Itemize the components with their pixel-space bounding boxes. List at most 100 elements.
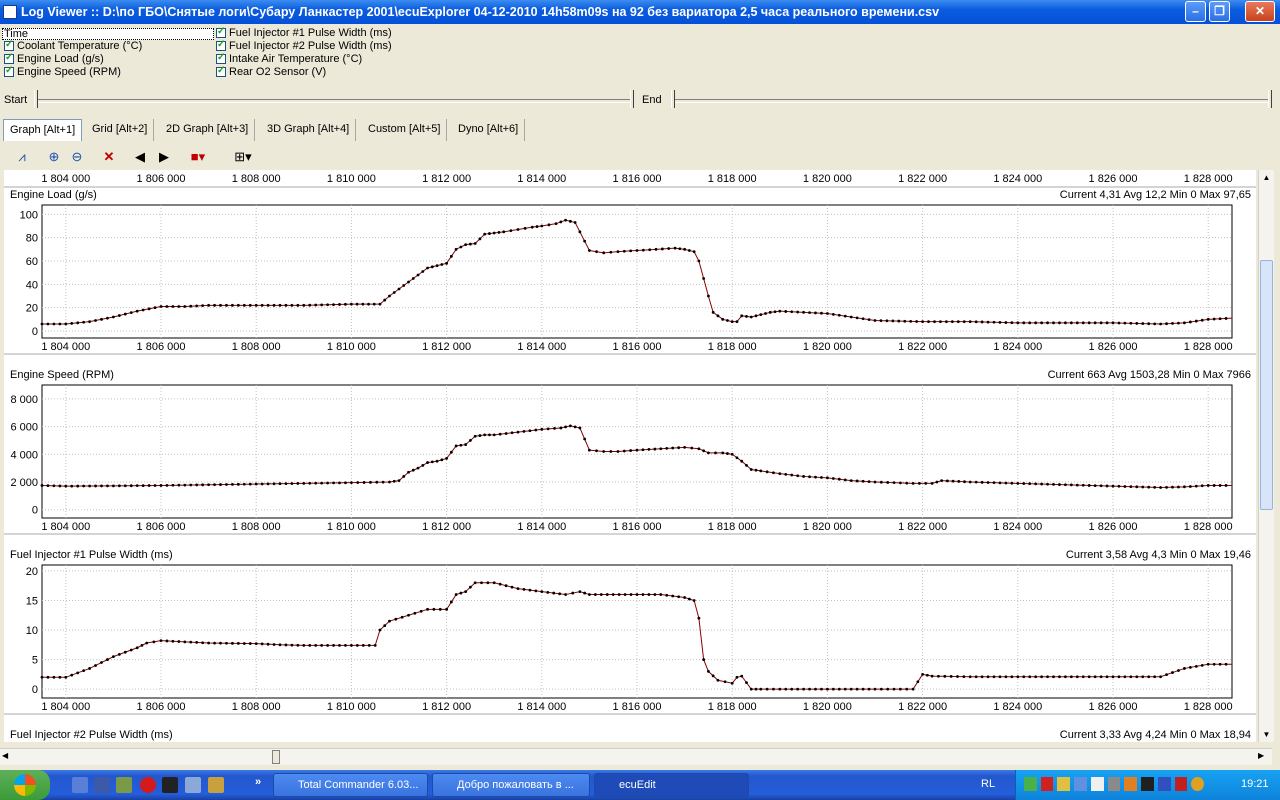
data-point <box>963 480 966 484</box>
scroll-up-icon[interactable]: ▲ <box>1262 173 1271 182</box>
data-point <box>898 687 902 691</box>
quick-launch-icon[interactable] <box>116 777 132 793</box>
graph-icon[interactable]: ⩘ <box>18 149 26 164</box>
data-point <box>350 481 353 485</box>
tab-custom[interactable]: Custom [Alt+5] <box>362 119 448 141</box>
end-slider-end-thumb[interactable] <box>1268 90 1272 108</box>
data-point <box>1194 484 1198 488</box>
data-point <box>213 303 216 307</box>
checkbox[interactable] <box>4 65 14 77</box>
data-point <box>100 484 103 488</box>
tab-graph[interactable]: Graph [Alt+1] <box>3 119 83 141</box>
taskbar-opera[interactable]: Добро пожаловать в ... <box>432 773 590 797</box>
data-point <box>602 251 606 255</box>
data-point <box>588 249 591 252</box>
channel-coolant-temperature[interactable]: Coolant Temperature (°C) <box>4 39 142 52</box>
zoom-in-icon[interactable]: ⊕ <box>48 149 60 164</box>
maximize-button[interactable]: ❐ <box>1209 1 1230 22</box>
bluetooth-icon[interactable] <box>1157 777 1171 791</box>
quick-launch-icon[interactable] <box>185 777 201 793</box>
tray-icon[interactable] <box>1124 777 1138 791</box>
data-point <box>647 448 651 451</box>
start-slider-thumb[interactable] <box>34 90 38 108</box>
checkbox[interactable] <box>216 65 226 77</box>
quick-launch-icon[interactable] <box>72 777 88 793</box>
tab-dyno[interactable]: Dyno [Alt+6] <box>452 119 526 141</box>
vertical-scroll-thumb[interactable] <box>1260 260 1273 510</box>
tray-icon[interactable] <box>1141 777 1154 791</box>
channel-fuel-injector-1[interactable]: Fuel Injector #1 Pulse Width (ms) <box>216 26 392 39</box>
checkbox[interactable] <box>216 26 226 38</box>
channel-fuel-injector-2[interactable]: Fuel Injector #2 Pulse Width (ms) <box>216 39 392 52</box>
tray-icon[interactable] <box>1191 777 1205 791</box>
quick-launch-icon[interactable] <box>208 777 224 793</box>
scroll-down-icon[interactable]: ▼ <box>1262 730 1271 739</box>
x-tick-label: 1 818 000 <box>708 521 757 533</box>
checkbox[interactable] <box>4 52 14 64</box>
taskbar-total-commander[interactable]: Total Commander 6.03... <box>273 773 428 797</box>
channel-intake-air-temperature[interactable]: Intake Air Temperature (°C) <box>216 52 362 65</box>
scroll-right-icon[interactable]: ▶ <box>1258 751 1265 760</box>
checkbox[interactable] <box>216 52 226 64</box>
checkbox[interactable] <box>4 39 14 51</box>
scroll-left-icon[interactable]: ◀ <box>2 751 9 760</box>
channel-engine-speed[interactable]: Engine Speed (RPM) <box>4 65 121 78</box>
opera-icon[interactable] <box>140 777 156 793</box>
tab-2d-graph[interactable]: 2D Graph [Alt+3] <box>160 119 256 141</box>
taskbar-ecuedit[interactable]: ecuEdit <box>594 773 749 797</box>
taskbar-chevron[interactable]: » <box>255 776 262 788</box>
data-point <box>76 321 80 325</box>
tray-icon[interactable] <box>1107 777 1121 791</box>
data-point <box>112 655 115 659</box>
tray-icon[interactable] <box>1174 777 1188 791</box>
end-slider-thumb[interactable] <box>671 90 675 108</box>
volume-icon[interactable] <box>1090 777 1104 791</box>
color-icon[interactable]: ■▾ <box>190 149 206 164</box>
ati-icon[interactable] <box>1040 777 1054 791</box>
data-point <box>784 472 788 476</box>
tray-icon[interactable] <box>1057 777 1071 791</box>
previous-icon[interactable]: ◀ <box>135 149 145 164</box>
layout-icon[interactable]: ⊞▾ <box>234 149 252 164</box>
tab-3d-graph[interactable]: 3D Graph [Alt+4] <box>261 119 357 141</box>
data-point <box>1105 484 1109 488</box>
language-indicator[interactable]: RL <box>981 778 996 790</box>
tray-icon[interactable] <box>1074 777 1087 791</box>
data-point <box>308 481 312 485</box>
data-point <box>1117 484 1121 488</box>
data-point <box>745 463 748 467</box>
x-tick-label: 1 828 000 <box>1184 701 1233 713</box>
channel-rear-o2-sensor[interactable]: Rear O2 Sensor (V) <box>216 65 326 78</box>
next-icon[interactable]: ▶ <box>159 149 169 164</box>
channel-engine-load[interactable]: Engine Load (g/s) <box>4 52 104 65</box>
data-point <box>1147 485 1151 489</box>
data-point <box>1040 675 1043 679</box>
delete-icon[interactable]: ✕ <box>103 149 115 164</box>
quick-launch-icon[interactable] <box>162 777 178 793</box>
channel-time[interactable]: Time <box>2 28 214 40</box>
data-point <box>242 303 246 307</box>
vertical-scrollbar[interactable]: ▲ ▼ <box>1258 170 1274 742</box>
data-point <box>1028 321 1032 325</box>
data-point <box>320 481 324 485</box>
horizontal-scrollbar[interactable]: ◀ ▶ <box>0 748 1272 765</box>
close-button[interactable]: ✕ <box>1245 1 1275 22</box>
start-button[interactable] <box>0 770 50 800</box>
data-point <box>1046 321 1049 325</box>
horizontal-scroll-thumb[interactable] <box>272 750 280 764</box>
x-tick-label: 1 826 000 <box>1089 341 1138 353</box>
end-slider-track[interactable] <box>672 99 1272 103</box>
data-point <box>564 218 567 222</box>
data-point <box>573 425 577 429</box>
data-point <box>82 484 86 488</box>
zoom-out-icon[interactable]: ⊖ <box>71 149 83 164</box>
network-icon[interactable] <box>1024 777 1037 791</box>
checkbox[interactable] <box>216 39 226 51</box>
data-point <box>516 587 520 591</box>
save-icon[interactable] <box>94 777 110 793</box>
tab-grid[interactable]: Grid [Alt+2] <box>86 119 155 141</box>
minimize-button[interactable]: – <box>1185 1 1206 22</box>
data-point <box>1165 322 1168 326</box>
start-slider-end-thumb[interactable] <box>630 90 634 108</box>
start-slider-track[interactable] <box>34 99 634 103</box>
